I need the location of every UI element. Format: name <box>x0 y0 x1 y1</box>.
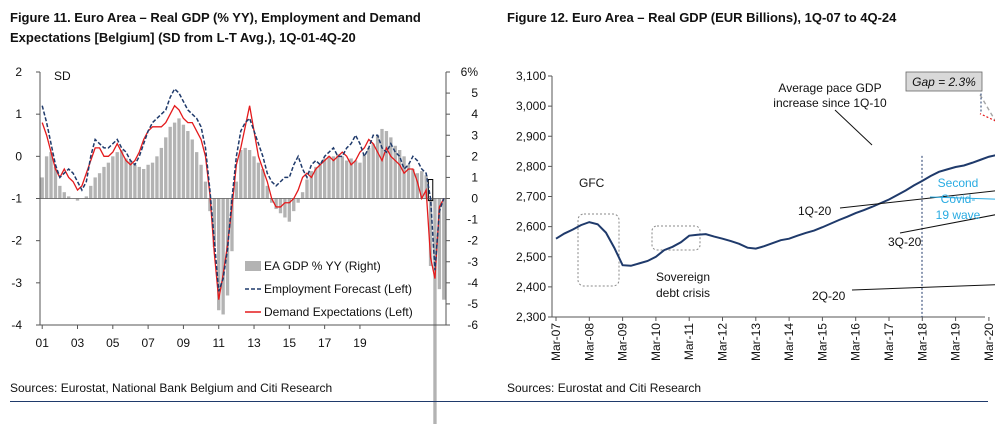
2q20-label: 2Q-20 <box>812 289 846 303</box>
bottom-rule <box>10 401 988 402</box>
figure-12-source: Sources: Eurostat and Citi Research <box>507 381 701 395</box>
real-gdp-line <box>556 153 995 266</box>
y-tick-label: 2,400 <box>516 280 546 294</box>
trend-line <box>980 95 995 153</box>
x-tick-label: Mar-16 <box>849 323 863 361</box>
x-tick-label: Mar-20 <box>982 323 995 361</box>
projection-line <box>980 114 995 282</box>
sovereign-label-1: Sovereign <box>656 270 710 284</box>
y-tick-label: 3,000 <box>516 99 546 113</box>
1q20-label: 1Q-20 <box>798 204 832 218</box>
y-tick-label: 2,900 <box>516 129 546 143</box>
3q20-label: 3Q-20 <box>888 235 922 249</box>
y-tick-label: 2,600 <box>516 220 546 234</box>
x-tick-label: Mar-07 <box>549 323 563 361</box>
x-tick-label: Mar-17 <box>882 323 896 361</box>
sovereign-label-2: debt crisis <box>656 286 710 300</box>
avg-pace-label-2: increase since 1Q-10 <box>773 96 887 110</box>
second-wave-label-1: Second <box>938 176 979 190</box>
x-tick-label: Mar-10 <box>649 323 663 361</box>
x-tick-label: Mar-18 <box>915 323 929 361</box>
x-tick-label: Mar-11 <box>682 323 696 360</box>
x-tick-label: Mar-19 <box>949 323 963 361</box>
sovereign-box <box>652 226 700 250</box>
figure-11-source: Sources: Eurostat, National Bank Belgium… <box>10 381 332 395</box>
y-tick-label: 2,800 <box>516 159 546 173</box>
y-tick-label: 2,300 <box>516 310 546 324</box>
x-tick-label: Mar-14 <box>782 323 796 361</box>
gfc-label: GFC <box>579 176 605 190</box>
y-tick-label: 2,500 <box>516 250 546 264</box>
x-tick-label: Mar-09 <box>616 323 630 361</box>
x-tick-label: Mar-08 <box>582 323 596 361</box>
y-tick-label: 3,100 <box>516 69 546 83</box>
second-wave-label-2: Covid- <box>941 192 976 206</box>
x-tick-label: Mar-12 <box>716 323 730 361</box>
arrow-avg-pace <box>835 110 872 145</box>
x-tick-label: Mar-13 <box>749 323 763 361</box>
avg-pace-label-1: Average pace GDP <box>778 81 881 95</box>
second-wave-label-3: 19 wave <box>936 208 981 222</box>
gap-label: Gap = 2.3% <box>912 75 976 89</box>
x-tick-label: Mar-15 <box>815 323 829 361</box>
y-tick-label: 2,700 <box>516 190 546 204</box>
arrow-2q20 <box>852 283 995 290</box>
